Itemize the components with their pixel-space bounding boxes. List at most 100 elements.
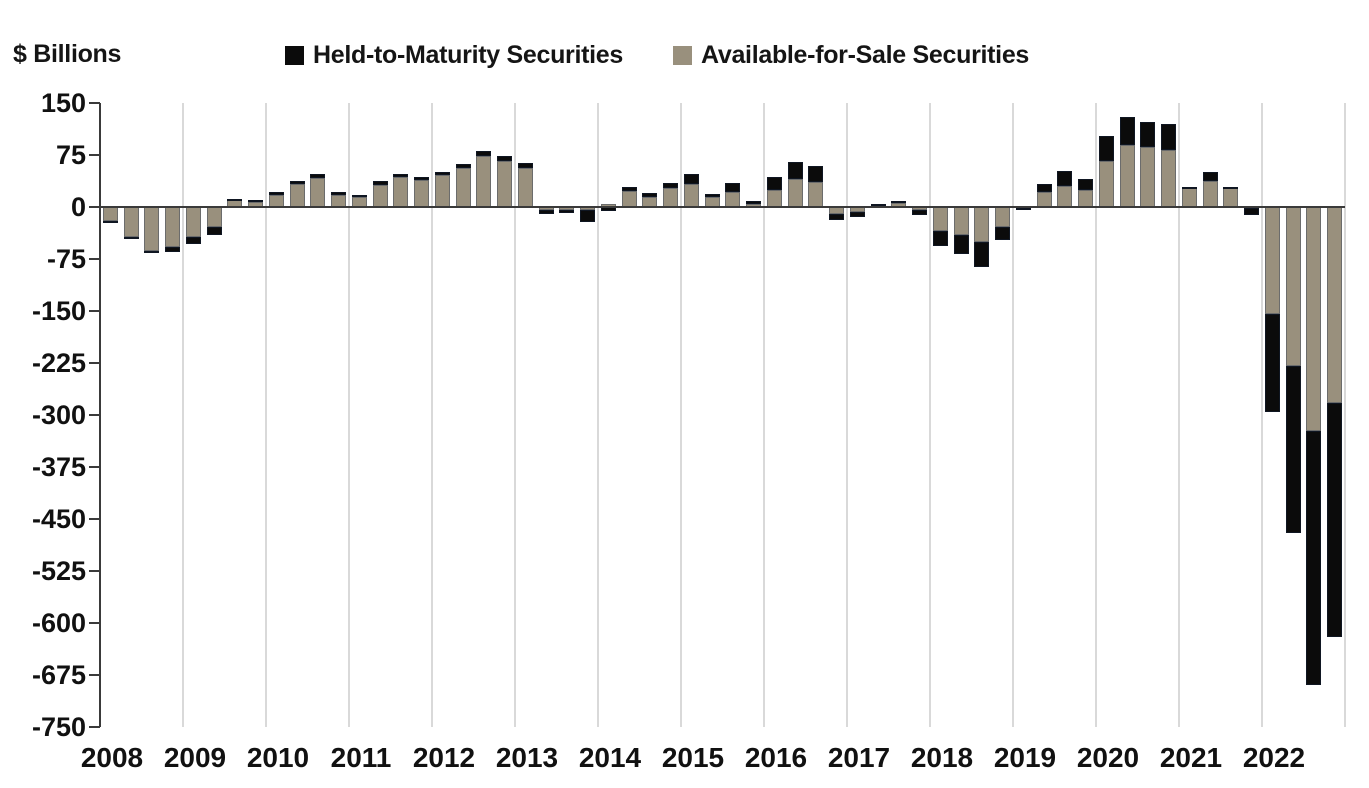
bar-htm-2016-q2: [787, 161, 803, 180]
y-axis-tick: [89, 622, 100, 624]
bar-afs-2013-q1: [517, 168, 533, 207]
chart-legend: Held-to-Maturity Securities Available-fo…: [285, 41, 1029, 70]
legend-label: Available-for-Sale Securities: [701, 41, 1030, 69]
bar-htm-2020-q1: [1098, 135, 1114, 162]
bar-htm-2017-q3: [891, 201, 907, 204]
y-axis-label: 0: [70, 192, 86, 222]
x-axis-label-2022: 2022: [1242, 742, 1306, 773]
x-axis-label-2014: 2014: [578, 742, 642, 773]
y-axis-label: -750: [31, 712, 86, 742]
bar-htm-2017-q4: [912, 210, 928, 216]
x-axis-label-2021: 2021: [1159, 742, 1223, 773]
bar-htm-2017-q1: [849, 211, 865, 217]
bar-htm-2020-q2: [1119, 116, 1135, 145]
bar-htm-2022-q1: [1264, 314, 1280, 412]
bar-htm-2019-q1: [1015, 208, 1031, 211]
bar-htm-2010-q3: [310, 173, 326, 178]
bar-htm-2010-q4: [331, 192, 347, 196]
bar-afs-2012-q2: [455, 168, 471, 207]
bar-htm-2018-q4: [995, 227, 1011, 241]
bar-htm-2021-q2: [1202, 171, 1218, 182]
legend-item-held-to-maturity: Held-to-Maturity Securities: [285, 41, 623, 70]
y-axis-tick: [89, 726, 100, 728]
year-gridline: [1012, 103, 1014, 727]
bar-htm-2020-q3: [1140, 121, 1156, 147]
bar-afs-2016-q4: [829, 207, 845, 214]
bar-afs-2012-q1: [434, 175, 450, 207]
available-for-sale-swatch-icon: [673, 46, 693, 65]
bar-afs-2020-q1: [1098, 161, 1114, 207]
y-axis-label: -75: [46, 244, 86, 274]
bar-htm-2015-q4: [746, 200, 762, 204]
year-gridline: [265, 103, 267, 727]
x-axis-label-2016: 2016: [744, 742, 808, 773]
y-axis-tick: [89, 362, 100, 364]
bar-htm-2008-q1: [102, 220, 118, 223]
bar-htm-2022-q2: [1285, 365, 1301, 533]
bar-htm-2021-q3: [1223, 186, 1239, 189]
bar-htm-2011-q1: [351, 194, 367, 197]
bar-afs-2016-q2: [787, 179, 803, 207]
year-gridline: [1261, 103, 1263, 727]
y-axis-units-label: $ Billions: [13, 40, 122, 68]
bar-htm-2012-q1: [434, 171, 450, 176]
bar-htm-2019-q4: [1078, 178, 1094, 190]
bar-afs-2011-q4: [414, 179, 430, 207]
bar-htm-2008-q3: [144, 251, 160, 254]
bar-htm-2014-q3: [642, 193, 658, 197]
bar-htm-2022-q3: [1306, 430, 1322, 686]
y-axis-label: 150: [40, 88, 86, 118]
y-axis-label: -300: [31, 400, 86, 430]
bar-afs-2011-q2: [372, 184, 388, 207]
bar-afs-2010-q3: [310, 177, 326, 207]
bar-htm-2009-q1: [185, 236, 201, 245]
bar-afs-2022-q1: [1264, 207, 1280, 315]
x-axis-label-2012: 2012: [412, 742, 476, 773]
bar-afs-2016-q1: [766, 189, 782, 207]
bar-htm-2011-q4: [414, 177, 430, 180]
bar-afs-2014-q4: [663, 188, 679, 207]
year-gridline: [763, 103, 765, 727]
bar-afs-2008-q4: [165, 207, 181, 248]
y-axis-label: -150: [31, 296, 86, 326]
year-gridline: [182, 103, 184, 727]
bar-afs-2020-q3: [1140, 146, 1156, 207]
bar-afs-2008-q3: [144, 207, 160, 252]
bar-afs-2015-q1: [683, 184, 699, 207]
bar-htm-2011-q2: [372, 181, 388, 185]
bar-htm-2015-q3: [725, 183, 741, 193]
legend-item-available-for-sale: Available-for-Sale Securities: [673, 41, 1029, 70]
bar-htm-2009-q4: [248, 200, 264, 203]
bar-afs-2022-q4: [1327, 207, 1343, 403]
bar-htm-2010-q2: [289, 180, 305, 185]
x-axis-label-2009: 2009: [163, 742, 227, 773]
y-axis-tick: [89, 674, 100, 676]
x-axis-label-2018: 2018: [910, 742, 974, 773]
bar-htm-2015-q1: [683, 173, 699, 185]
y-axis-tick: [89, 310, 100, 312]
bar-afs-2009-q1: [185, 207, 201, 237]
bar-afs-2008-q2: [123, 207, 139, 237]
y-axis-tick: [89, 518, 100, 520]
bar-afs-2020-q2: [1119, 144, 1135, 207]
x-axis-label-2017: 2017: [827, 742, 891, 773]
x-axis-label-2015: 2015: [661, 742, 725, 773]
bar-afs-2022-q3: [1306, 207, 1322, 431]
x-axis-label-2013: 2013: [495, 742, 559, 773]
bar-afs-2018-q1: [932, 207, 948, 231]
y-axis-tick: [89, 102, 100, 104]
bar-htm-2018-q1: [932, 230, 948, 246]
bar-htm-2008-q4: [165, 247, 181, 253]
y-axis-label: -225: [31, 348, 86, 378]
bar-htm-2018-q2: [953, 234, 969, 255]
bar-afs-2010-q2: [289, 184, 305, 207]
bar-htm-2010-q1: [268, 191, 284, 195]
bar-afs-2011-q3: [393, 177, 409, 207]
bar-htm-2016-q1: [766, 177, 782, 190]
bar-afs-2019-q2: [1036, 192, 1052, 207]
bar-htm-2016-q3: [808, 166, 824, 183]
bar-htm-2011-q3: [393, 173, 409, 178]
bar-afs-2019-q4: [1078, 189, 1094, 207]
bar-afs-2020-q4: [1161, 150, 1177, 207]
